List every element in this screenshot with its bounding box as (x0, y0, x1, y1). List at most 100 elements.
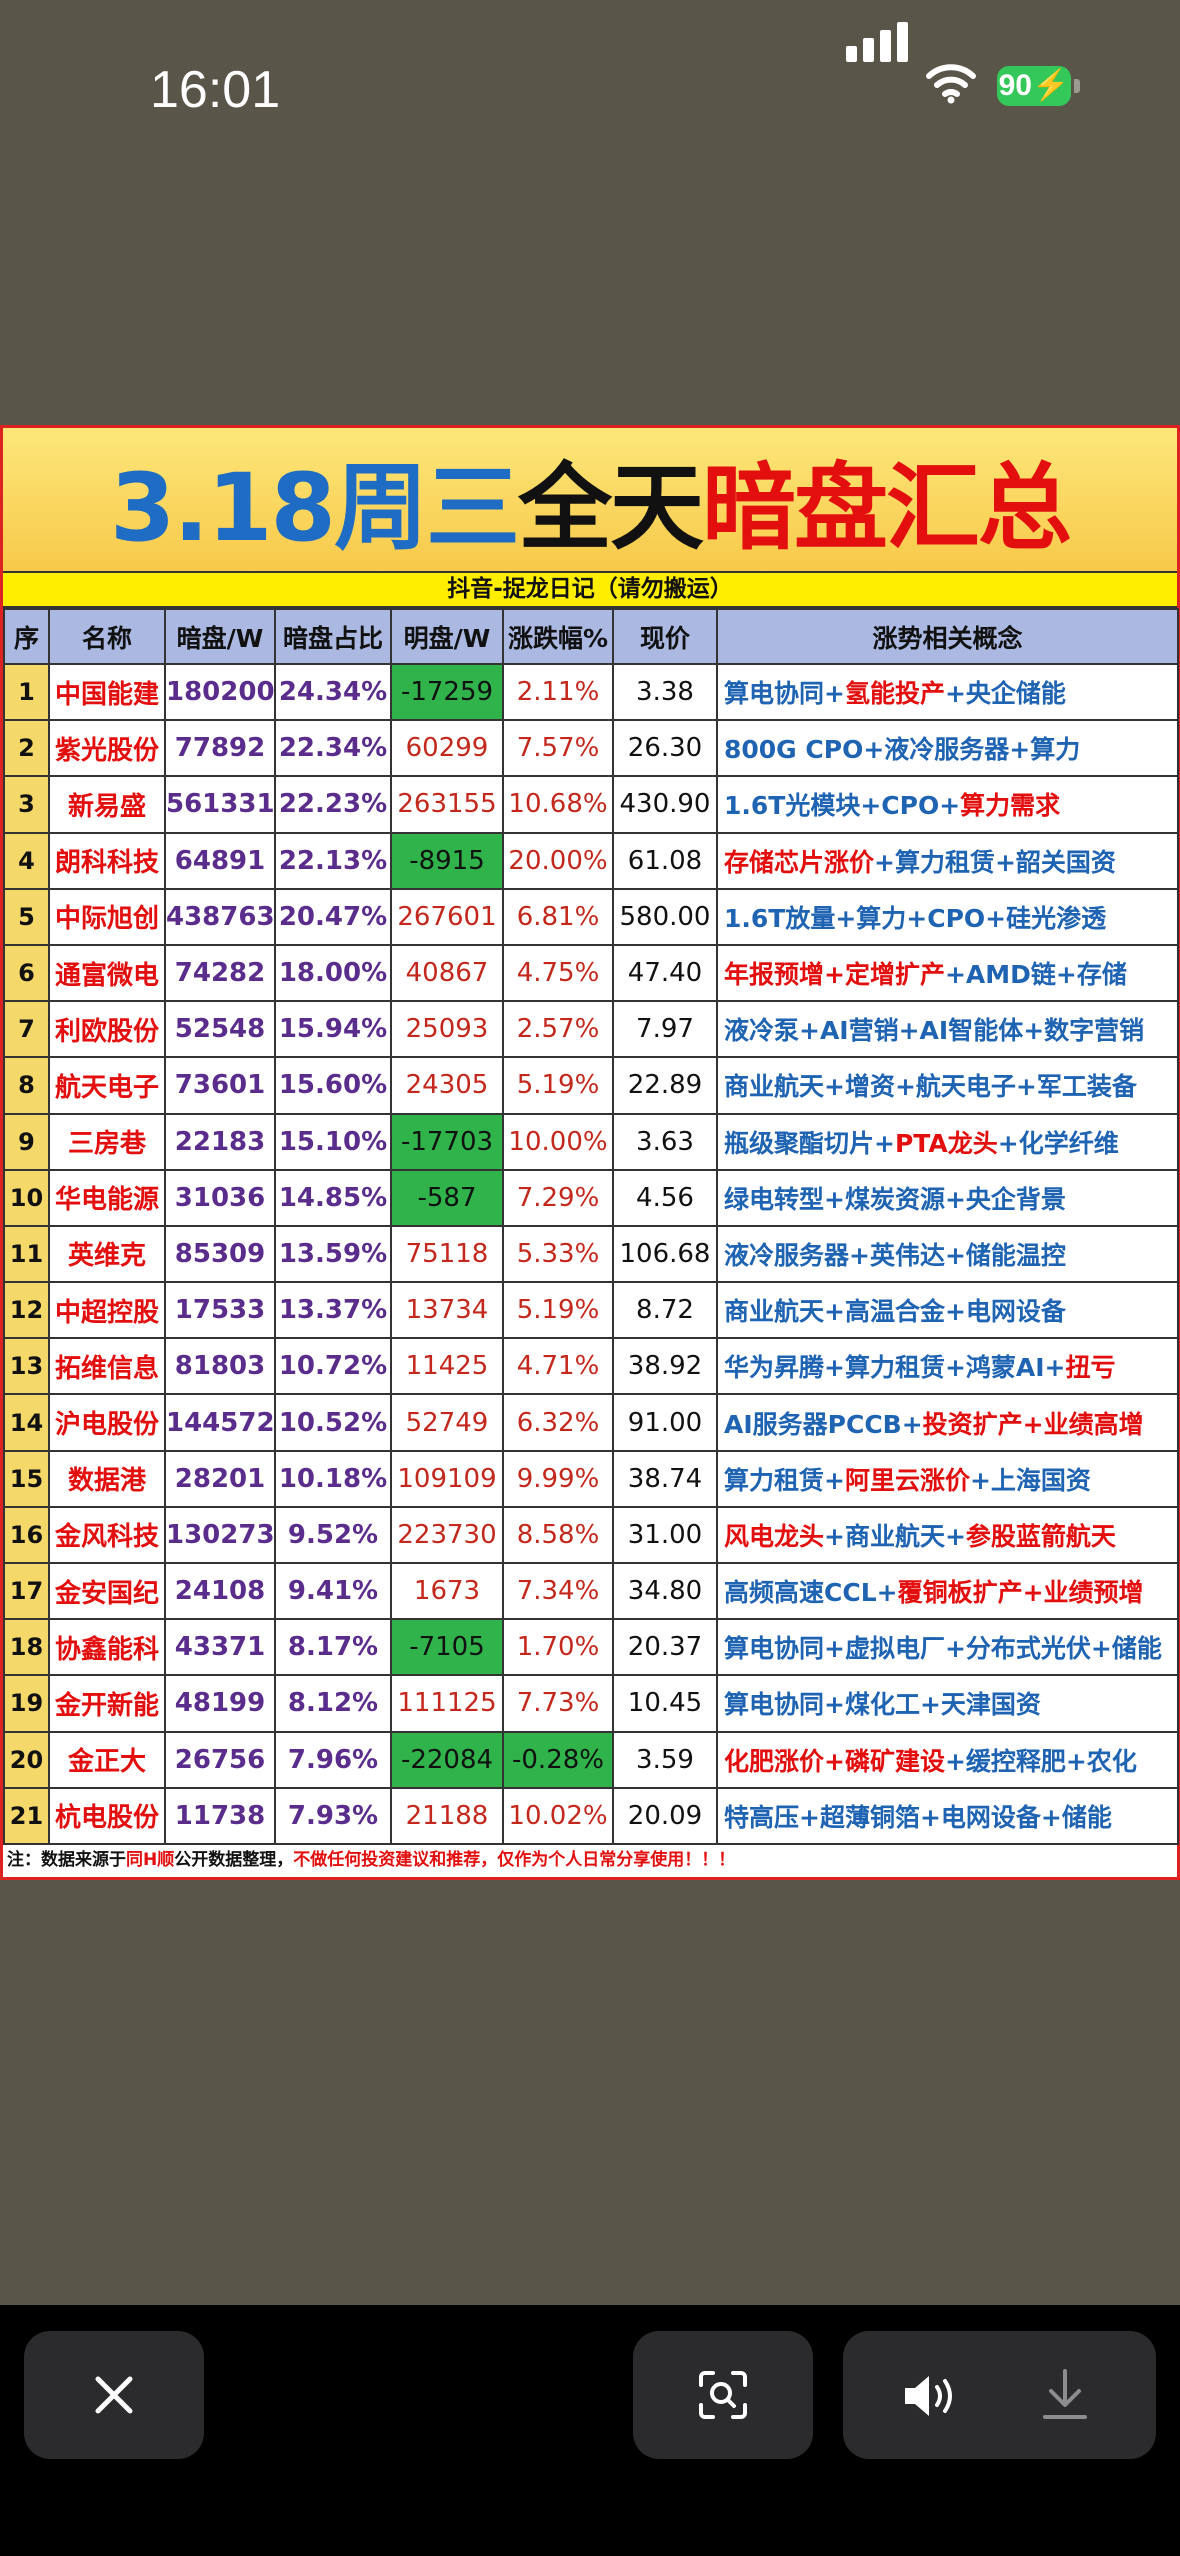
dark-volume: 28201 (164, 1449, 276, 1508)
concept-cell: 年报预增+定增扩产+AMD链+存储 (716, 943, 1179, 1003)
change-percent: 8.58% (502, 1505, 614, 1565)
open-volume: 13734 (390, 1281, 504, 1340)
open-volume: -7105 (390, 1618, 504, 1677)
dark-ratio: 7.96% (274, 1730, 392, 1789)
dark-volume: 48199 (164, 1674, 276, 1733)
battery-tip (1074, 79, 1080, 93)
concept-segment: 绿电转型+煤炭资源+央企背景 (724, 1184, 1066, 1214)
concept-segment: 高频高速CCL+ (724, 1578, 898, 1608)
concept-segment: 化肥涨价+磷矿建设 (724, 1746, 945, 1776)
concept-segment: 年报预增+定增扩产 (724, 960, 945, 990)
row-index: 8 (3, 1056, 50, 1115)
row-index: 18 (3, 1618, 50, 1677)
dark-volume: 11738 (164, 1786, 276, 1845)
table-row: 10 华电能源 31036 14.85% -587 7.29% 4.56 绿电转型+煤炭资源+… (3, 1168, 1179, 1227)
summary-sheet: 3.18周三 全天 暗盘汇总 抖音-捉龙日记（请勿搬运） 序名称 暗盘/W 暗盘占比 明盘… (0, 425, 1180, 1880)
concept-cell: 1.6T光模块+CPO+算力需求 (716, 775, 1179, 834)
stock-name: 三房巷 (48, 1112, 166, 1171)
stock-name: 新易盛 (48, 775, 166, 834)
dark-volume: 17533 (164, 1281, 276, 1340)
row-index: 21 (3, 1786, 50, 1845)
concept-cell: 算电协同+虚拟电厂+分布式光伏+储能 (716, 1618, 1179, 1677)
stock-name: 中国能建 (48, 662, 166, 722)
concept-segment: +商业航天+ (824, 1521, 966, 1551)
stock-name: 金风科技 (48, 1505, 166, 1565)
current-price: 4.56 (612, 1168, 718, 1227)
concept-segment: 氢能投产 (844, 679, 945, 709)
current-price: 20.09 (612, 1786, 718, 1845)
concept-segment: AI服务器PCCB+ (724, 1409, 923, 1439)
open-volume: -22084 (390, 1730, 504, 1789)
open-volume: -8915 (390, 831, 504, 890)
dark-volume: 144572 (164, 1393, 276, 1452)
row-index: 10 (3, 1168, 50, 1227)
dark-ratio: 9.52% (274, 1505, 392, 1565)
concept-cell: 算力租赁+阿里云涨价+上海国资 (716, 1449, 1179, 1508)
concept-segment: 液冷泵+AI营销+AI智能体+数字营销 (724, 1016, 1145, 1046)
battery-icon: 90⚡ (997, 66, 1071, 106)
open-volume: 11425 (390, 1337, 504, 1396)
stock-name: 英维克 (48, 1224, 166, 1284)
change-percent: 7.34% (502, 1561, 614, 1621)
concept-segment: 算力租赁+ (724, 1465, 845, 1495)
table-row: 2 紫光股份 77892 22.34% 60299 7.57% 26.30 800G CPO+… (3, 719, 1179, 778)
dark-ratio: 22.34% (274, 719, 392, 778)
concept-segment: 瓶级聚酯切片+ (724, 1128, 895, 1158)
dark-ratio: 14.85% (274, 1168, 392, 1227)
row-index: 6 (3, 943, 50, 1003)
wifi-icon (926, 64, 976, 104)
open-volume: 1673 (390, 1561, 504, 1621)
download-icon[interactable] (1039, 2367, 1091, 2423)
concept-segment: 投资扩产+业绩高增 (922, 1409, 1144, 1439)
table-row: 21 杭电股份 11738 7.93% 21188 10.02% 20.09 特高压+超薄铜箔… (3, 1786, 1179, 1845)
table-row: 4 朗科科技 64891 22.13% -8915 20.00% 61.08 存储芯片涨价+算… (3, 831, 1179, 890)
scan-search-icon (699, 2371, 747, 2419)
row-index: 11 (3, 1224, 50, 1284)
note-b: 同H顺 (126, 1849, 175, 1870)
speaker-icon[interactable] (903, 2373, 963, 2419)
row-index: 5 (3, 887, 50, 946)
open-volume: -17703 (390, 1112, 504, 1171)
concept-segment: 参股蓝箭航天 (965, 1521, 1116, 1551)
note-a: 注：数据来源于 (7, 1849, 126, 1870)
visual-search-button[interactable] (633, 2331, 813, 2459)
dark-ratio: 22.23% (274, 775, 392, 834)
change-percent: 4.75% (502, 943, 614, 1003)
table-row: 8 航天电子 73601 15.60% 24305 5.19% 22.89 商业航天+增资+航… (3, 1056, 1179, 1115)
dark-volume: 24108 (164, 1561, 276, 1621)
concept-segment: 华为昇腾+算力租赁+鸿蒙AI+ (724, 1353, 1066, 1383)
status-time: 16:01 (150, 61, 281, 119)
row-index: 13 (3, 1337, 50, 1396)
dark-volume: 74282 (164, 943, 276, 1003)
column-header: 暗盘占比 (274, 608, 392, 665)
dark-ratio: 22.13% (274, 831, 392, 890)
concept-cell: 算电协同+煤化工+天津国资 (716, 1674, 1179, 1733)
change-percent: 5.33% (502, 1224, 614, 1284)
open-volume: -587 (390, 1168, 504, 1227)
dark-ratio: 20.47% (274, 887, 392, 946)
change-percent: 2.57% (502, 1000, 614, 1059)
concept-cell: 绿电转型+煤炭资源+央企背景 (716, 1168, 1179, 1227)
row-index: 1 (3, 662, 50, 722)
close-button[interactable] (24, 2331, 204, 2459)
current-price: 38.92 (612, 1337, 718, 1396)
concept-cell: 液冷泵+AI营销+AI智能体+数字营销 (716, 1000, 1179, 1059)
current-price: 10.45 (612, 1674, 718, 1733)
concept-cell: 瓶级聚酯切片+PTA龙头+化学纤维 (716, 1112, 1179, 1171)
bottom-toolbar (0, 2305, 1180, 2556)
change-percent: 6.81% (502, 887, 614, 946)
change-percent: 20.00% (502, 831, 614, 890)
table-row: 18 协鑫能科 43371 8.17% -7105 1.70% 20.37 算电协同+虚拟电厂… (3, 1618, 1179, 1677)
change-percent: 7.73% (502, 1674, 614, 1733)
row-index: 14 (3, 1393, 50, 1452)
stock-name: 协鑫能科 (48, 1618, 166, 1677)
column-header: 序 (3, 608, 50, 665)
current-price: 20.37 (612, 1618, 718, 1677)
dark-ratio: 18.00% (274, 943, 392, 1003)
open-volume: -17259 (390, 662, 504, 722)
current-price: 7.97 (612, 1000, 718, 1059)
dark-ratio: 10.52% (274, 1393, 392, 1452)
concept-segment: 风电龙头 (724, 1521, 825, 1551)
column-header: 涨跌幅% (502, 608, 614, 665)
dark-ratio: 15.10% (274, 1112, 392, 1171)
